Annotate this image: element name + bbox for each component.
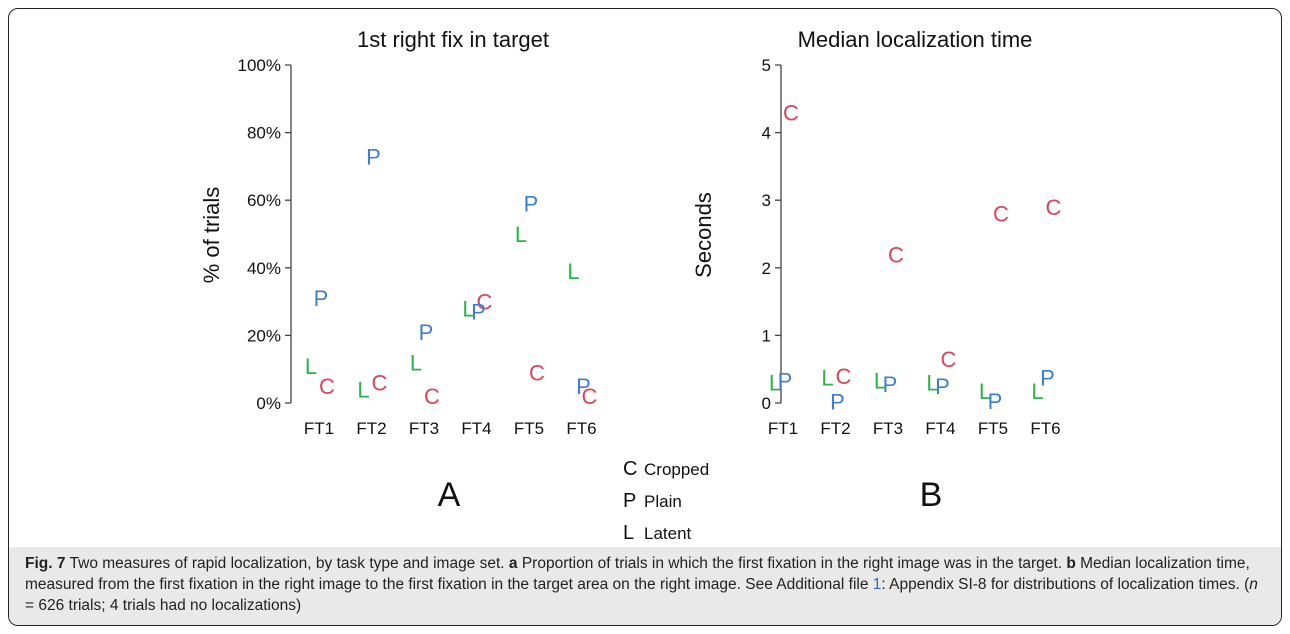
panel-a-ylabel: % of trials [199,187,224,284]
panel-b-point-cropped: C [1046,195,1062,220]
panel-a-point-latent: L [515,222,527,247]
panel-b-ylabel: Seconds [691,192,716,278]
legend: C Cropped P Plain L Latent [623,458,709,544]
panel-b-point-cropped: C [888,242,904,267]
panel-a-ytick-label: 40% [247,259,281,278]
panel-b-xtick-label: FT1 [768,419,798,438]
panel-b-xtick-label: FT2 [820,419,850,438]
panel-a-ytick-label: 80% [247,124,281,143]
panel-b-ytick-label: 0 [762,394,771,413]
panel-b-letter: B [920,476,943,514]
panel-a-point-cropped: C [424,384,440,409]
panel-b-point-plain: P [988,389,1003,414]
panel-a-plot: 0% 20% 40% 60% 80% 100% FT1 FT2 FT3 FT4 FT5 FT6 C C C C… [238,56,598,438]
panel-a-ytick-label: 100% [238,56,281,75]
panel-a-xtick-label: FT1 [304,419,334,438]
panel-b-ytick-label: 3 [762,191,771,210]
panel-b-point-plain: P [830,390,845,415]
panel-a-point-cropped: C [582,384,598,409]
chart-canvas: 1st right fix in target % of trials A Me… [199,27,1062,544]
panel-b-point-latent: L [1031,379,1043,404]
panel-b-point-cropped: C [993,202,1009,227]
additional-file-link[interactable]: 1 [872,576,882,593]
panel-b-ytick-label: 5 [762,56,771,75]
panel-a-xtick-label: FT3 [409,419,439,438]
caption-text-5: = 626 trials; 4 trials had no localizati… [25,597,302,614]
caption-text-3: Median localization time, measured from … [25,555,1250,593]
panel-a-point-plain: P [471,300,486,325]
panel-b-xtick-label: FT6 [1030,419,1060,438]
legend-label-latent: Latent [644,524,692,543]
caption-n-italic: n [1249,576,1258,593]
caption-text-4: : Appendix SI-8 for distributions of loc… [881,576,1250,593]
panel-a-xtick-label: FT6 [566,419,596,438]
caption-a-label: a [508,555,518,572]
panel-b-point-latent: L [979,379,991,404]
caption-text-1: Two measures of rapid localization, by t… [65,555,509,572]
panel-b-xtick-label: FT5 [978,419,1008,438]
panel-a-xtick-label: FT5 [514,419,544,438]
panel-a-xtick-label: FT2 [356,419,386,438]
panel-b-point-cropped: C [836,364,852,389]
figure-caption: Fig. 7 Two measures of rapid localizatio… [9,547,1281,625]
panel-a-ytick-label: 20% [247,326,281,345]
panel-a-letter: A [438,476,461,514]
panel-b-xtick-label: FT3 [873,419,903,438]
panel-b-point-latent: L [874,369,886,394]
panel-a-ytick-label: 60% [247,191,281,210]
caption-text-2: Proportion of trials in which the first … [517,555,1067,572]
panel-b-ytick-label: 2 [762,259,771,278]
panel-a-point-plain: P [366,144,381,169]
panel-a-ytick-label: 0% [256,394,281,413]
panel-a-title: 1st right fix in target [357,27,549,52]
panel-a-point-cropped: C [477,290,493,315]
panel-a-point-cropped: C [319,374,335,399]
panel-b-point-latent: L [821,365,833,390]
panel-b-point-plain: P [883,372,898,397]
panel-b-point-cropped: C [941,347,957,372]
caption-b-label: b [1066,555,1076,572]
figure-frame: 1st right fix in target % of trials A Me… [8,8,1282,626]
panel-a-point-plain: P [419,320,434,345]
panel-b-point-latent: L [926,371,938,396]
panel-a-point-latent: L [462,296,474,321]
panel-a-point-cropped: C [372,371,388,396]
panel-a-point-latent: L [410,350,422,375]
panel-a-point-plain: P [314,286,329,311]
panel-b-ytick-label: 1 [762,326,771,345]
panel-b-xtick-label: FT4 [925,419,955,438]
legend-label-cropped: Cropped [644,460,709,479]
panel-a-point-latent: L [567,259,579,284]
panel-b-point-plain: P [778,369,793,394]
legend-marker-cropped: C [623,458,637,480]
panel-a-point-plain: P [576,374,591,399]
panel-b-point-cropped: C [783,100,799,125]
caption-fig-label: Fig. 7 [25,555,66,572]
legend-marker-plain: P [623,490,636,512]
panel-a-xtick-label: FT4 [461,419,491,438]
panel-b-title: Median localization time [798,27,1033,52]
panel-b-ytick-label: 4 [762,124,771,143]
legend-label-plain: Plain [644,492,682,511]
panel-b-point-latent: L [769,371,781,396]
panel-a-point-latent: L [357,377,369,402]
panel-b-point-plain: P [1040,365,1055,390]
legend-marker-latent: L [623,522,634,544]
panel-a-point-plain: P [524,192,539,217]
panel-a-point-cropped: C [529,361,545,386]
panel-a-point-latent: L [305,354,317,379]
panel-b-point-plain: P [935,374,950,399]
